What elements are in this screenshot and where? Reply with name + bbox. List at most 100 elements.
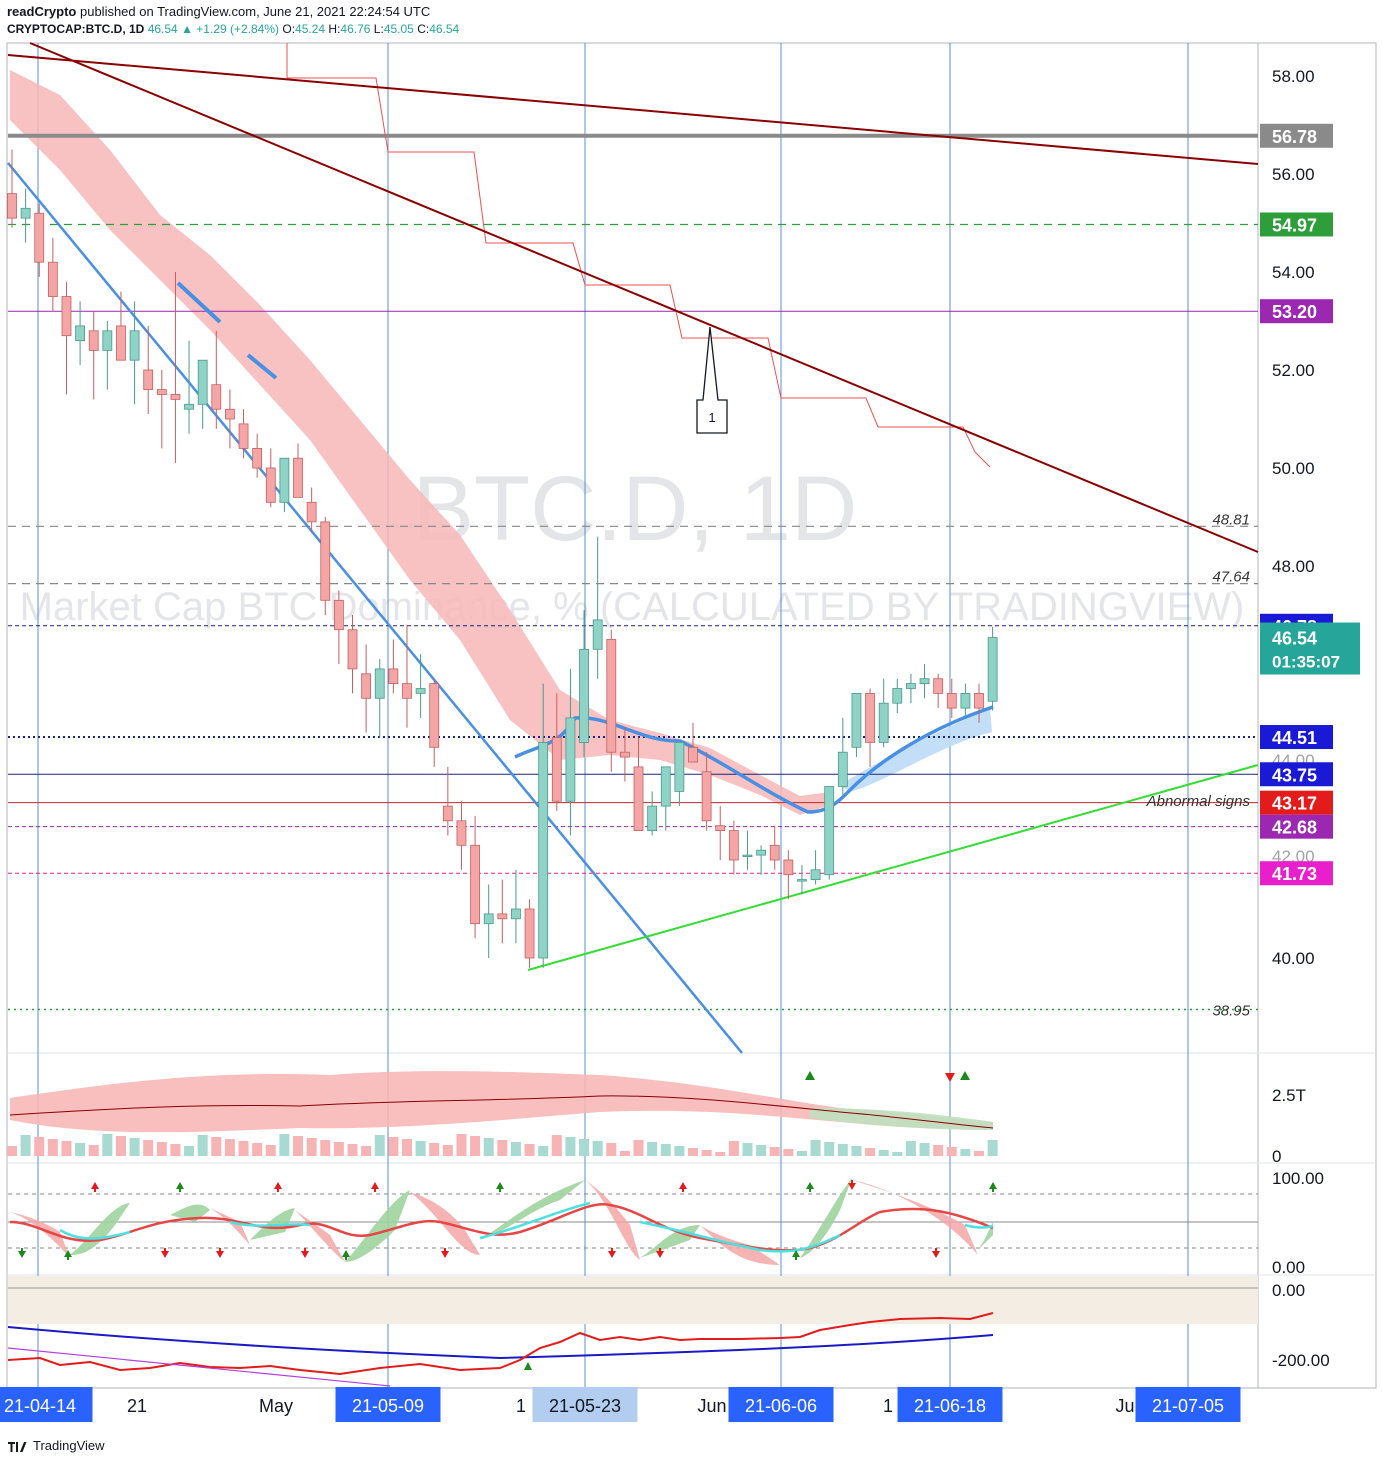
volume-bar bbox=[592, 1141, 603, 1156]
candle-body bbox=[483, 913, 494, 925]
volume-bar bbox=[905, 1141, 916, 1156]
candle-body bbox=[960, 693, 971, 709]
volume-bar bbox=[442, 1145, 453, 1156]
candle-body bbox=[987, 637, 998, 702]
price-axis-badge bbox=[1260, 299, 1333, 324]
time-axis-badge-label: 21-04-14 bbox=[4, 1396, 76, 1416]
time-axis-badge-label: 21-06-06 bbox=[745, 1396, 817, 1416]
signal-up-arrow-icon bbox=[176, 1182, 184, 1192]
candle-body bbox=[197, 359, 208, 405]
volume-bar bbox=[878, 1150, 889, 1156]
candle-body bbox=[933, 678, 944, 694]
callout-label: 1 bbox=[708, 410, 715, 425]
symbol-info: CRYPTOCAP:BTC.D, 1D 46.54 ▲ +1.29 (+2.84… bbox=[7, 22, 459, 36]
candle-body bbox=[551, 737, 562, 802]
volume-bar bbox=[565, 1137, 576, 1156]
price-tick-label: 52.00 bbox=[1272, 361, 1315, 380]
signal-up-arrow-icon bbox=[806, 1182, 814, 1192]
candle-body bbox=[129, 330, 140, 361]
osc-green-fill bbox=[480, 1180, 585, 1240]
signal-up-arrow-icon bbox=[91, 1182, 99, 1192]
time-axis-badge bbox=[728, 1387, 834, 1422]
low-label: L: bbox=[373, 22, 384, 36]
signal-down-arrow-icon bbox=[848, 1180, 856, 1190]
candle-body bbox=[156, 389, 167, 395]
time-tick-label: May bbox=[259, 1396, 293, 1416]
candle-body bbox=[511, 908, 521, 920]
countdown-label: 01:35:07 bbox=[1272, 653, 1340, 672]
volume-bar bbox=[279, 1134, 290, 1156]
watermark-title: BTC.D, 1D bbox=[413, 458, 858, 560]
volume-bar bbox=[987, 1140, 998, 1156]
candle-body bbox=[769, 844, 780, 861]
signal-down-arrow-icon bbox=[441, 1248, 449, 1258]
osc-tick-label: 100.00 bbox=[1272, 1169, 1324, 1188]
price-tick-label: 58.00 bbox=[1272, 67, 1315, 86]
watermark-subtitle: Market Cap BTC Dominance, % (CALCULATED … bbox=[20, 585, 1245, 629]
volume-bar bbox=[211, 1137, 222, 1156]
candle-body bbox=[333, 599, 344, 631]
volume-bar bbox=[960, 1149, 971, 1156]
price-axis-badge bbox=[1260, 790, 1333, 815]
volume-bar bbox=[238, 1141, 249, 1156]
candle-body bbox=[701, 771, 712, 822]
chart-frame bbox=[6, 42, 1377, 1389]
volume-bar bbox=[184, 1146, 195, 1156]
close-label: C: bbox=[417, 22, 430, 36]
volume-bar bbox=[129, 1138, 140, 1156]
candle-body bbox=[592, 619, 603, 650]
signal-down-arrow-icon bbox=[608, 1248, 616, 1258]
time-tick-label: 21 bbox=[127, 1396, 147, 1416]
signal-up-arrow-icon bbox=[960, 1071, 970, 1080]
candle-body bbox=[293, 457, 303, 498]
candle-body bbox=[143, 369, 154, 391]
level-annotation: 38.95 bbox=[1212, 1002, 1250, 1019]
volume-bar bbox=[374, 1135, 385, 1156]
price-axis-badge-label: 43.75 bbox=[1272, 765, 1317, 785]
volume-bar bbox=[347, 1144, 358, 1156]
signal-down-arrow-icon bbox=[945, 1073, 955, 1082]
osc-signal-line-cyan bbox=[964, 1223, 994, 1229]
volume-bar bbox=[388, 1137, 399, 1156]
time-tick-label: 1 bbox=[883, 1396, 893, 1416]
volume-bar bbox=[728, 1141, 739, 1156]
volume-bar bbox=[579, 1139, 590, 1156]
publisher-name[interactable]: readCrypto bbox=[7, 4, 77, 19]
candle-body bbox=[184, 403, 194, 410]
candle-body bbox=[388, 668, 399, 685]
volume-bar bbox=[919, 1143, 930, 1156]
footer: TradingView bbox=[7, 1438, 105, 1453]
last-price-badge bbox=[1260, 622, 1360, 675]
high-label: H: bbox=[328, 22, 341, 36]
bottom-red-line bbox=[7, 1312, 994, 1376]
candle-body bbox=[606, 639, 617, 753]
level-annotation: 47.64 bbox=[1212, 569, 1250, 586]
price-axis-badge bbox=[1260, 725, 1333, 750]
osc-signal-line-cyan bbox=[639, 1220, 841, 1253]
symbol-name[interactable]: CRYPTOCAP:BTC.D, 1D bbox=[7, 22, 145, 36]
bottom-tick-label: -200.00 bbox=[1272, 1351, 1330, 1370]
volume-bar bbox=[783, 1149, 794, 1156]
candle-body bbox=[20, 207, 31, 219]
ma-ribbon-fill bbox=[840, 708, 992, 792]
candle-body bbox=[538, 742, 549, 959]
candle-body bbox=[946, 693, 957, 709]
volume-bar bbox=[156, 1142, 167, 1156]
volume-tick-label: 2.5T bbox=[1272, 1086, 1306, 1105]
candle-body bbox=[633, 766, 644, 832]
open-label: O: bbox=[282, 22, 296, 36]
price-axis-badge bbox=[1260, 123, 1333, 148]
published-text: published on TradingView.com, June 21, 2… bbox=[79, 4, 431, 19]
volume-bar bbox=[974, 1151, 985, 1156]
candle-body bbox=[579, 648, 589, 743]
candle-body bbox=[797, 879, 807, 882]
footer-brand[interactable]: TradingView bbox=[33, 1438, 105, 1453]
price-axis-badge bbox=[1260, 861, 1333, 886]
candle-body bbox=[47, 261, 58, 297]
volume-bar bbox=[688, 1148, 698, 1156]
candle-body bbox=[742, 854, 753, 857]
price-axis-badge-label: 44.51 bbox=[1272, 728, 1317, 748]
volume-bar bbox=[401, 1139, 412, 1156]
candle-body bbox=[7, 193, 17, 219]
